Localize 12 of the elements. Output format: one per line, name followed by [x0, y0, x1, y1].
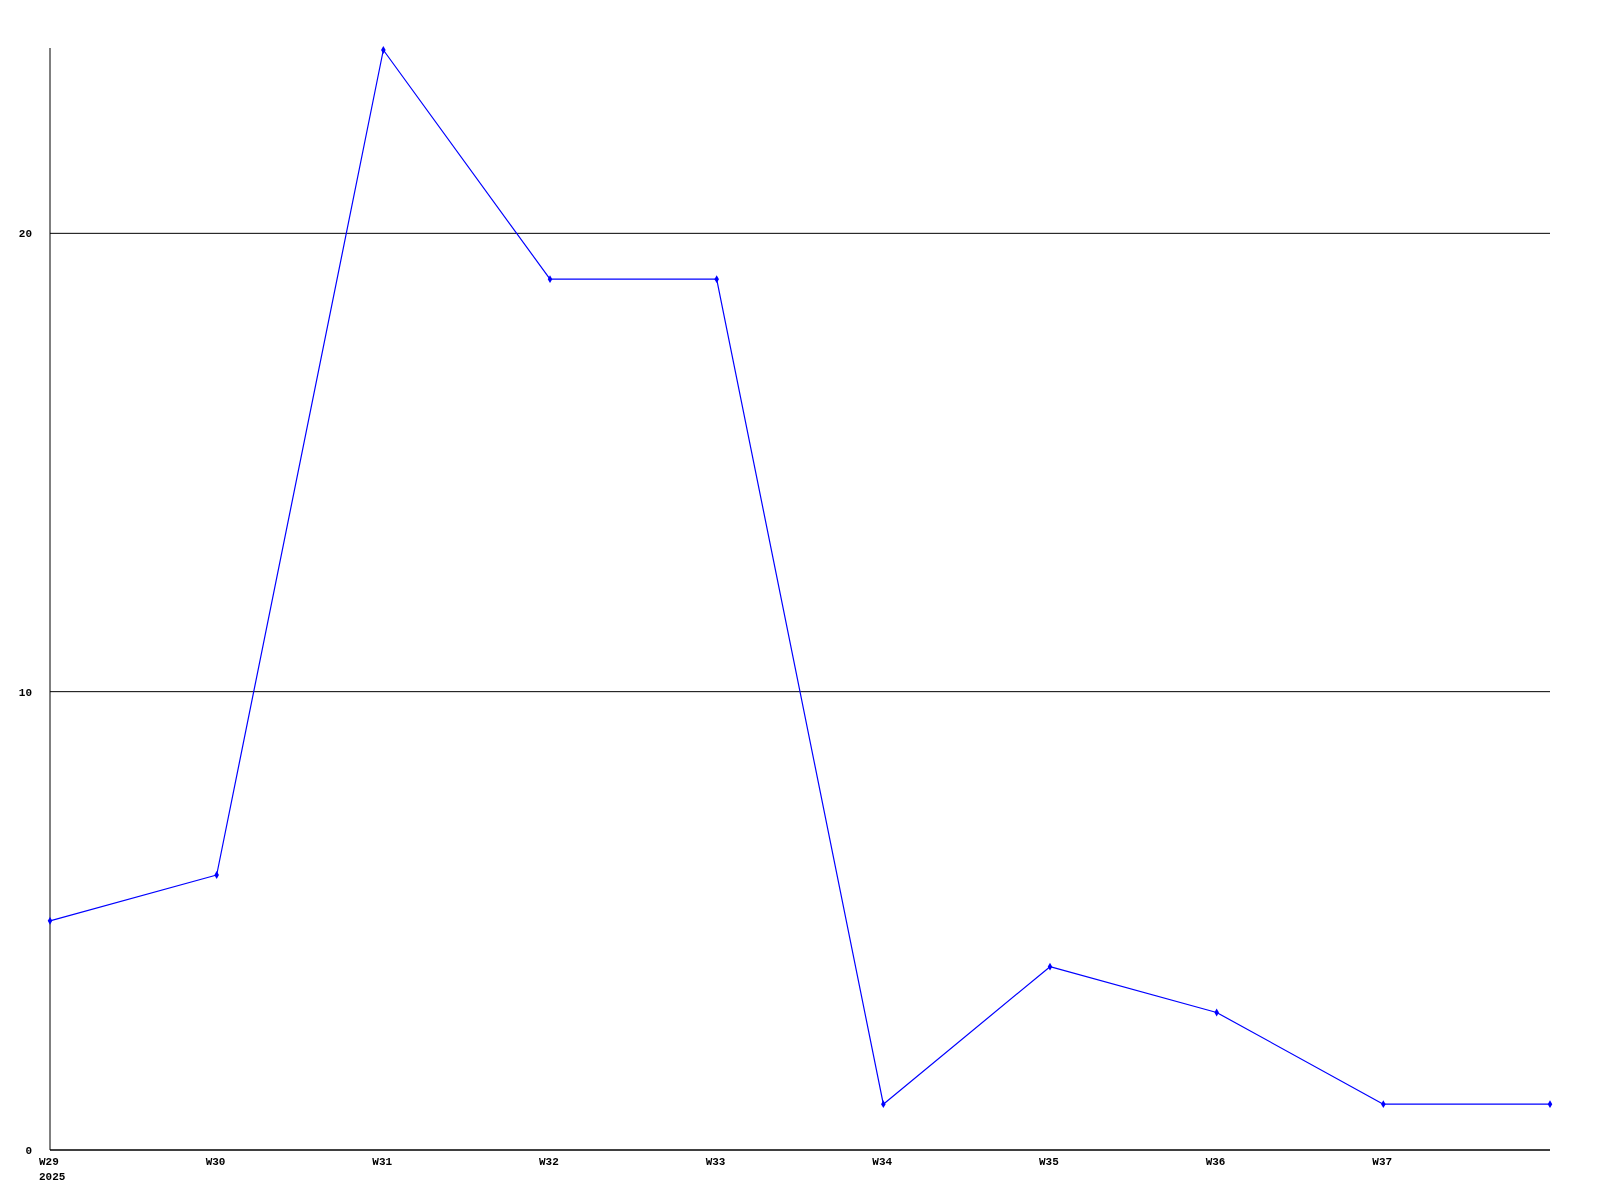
x-tick-label: W31	[372, 1156, 393, 1168]
x-tick-label: W30	[205, 1156, 226, 1168]
x-tick-label: W33	[705, 1156, 726, 1168]
y-tick-label: 0	[25, 1145, 32, 1157]
x-tick-label: W32	[539, 1156, 559, 1168]
x-tick-label: W34	[872, 1156, 893, 1168]
y-tick-label: 10	[18, 686, 32, 699]
y-tick-label: 20	[18, 228, 32, 241]
x-tick-label: W37	[1372, 1156, 1393, 1168]
x-tick-label: W36	[1205, 1156, 1226, 1168]
x-tick-label: W29 2025	[39, 1156, 66, 1183]
x-tick-label: W35	[1039, 1156, 1060, 1168]
